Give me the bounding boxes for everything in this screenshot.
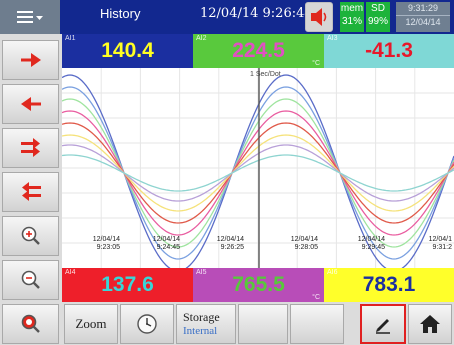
empty-button-1[interactable] [238,304,288,344]
zoom-out-icon [21,270,40,289]
scroll-right-button[interactable] [2,40,59,80]
channel-ai5-box[interactable]: AI5 765.5 °C [193,268,324,302]
zoom-reset-button[interactable] [2,304,59,344]
channel-tag: AI5 [196,269,207,276]
pen-icon [376,319,390,334]
channel-value: 224.5 [232,39,285,62]
trend-line [62,144,454,202]
channel-value: -41.3 [365,39,413,62]
fast-forward-button[interactable] [2,128,59,168]
trend-line [62,154,454,192]
empty-button-2[interactable] [290,304,344,344]
alarm-speaker-button[interactable] [305,2,333,32]
left-button-column [0,34,62,345]
time-label: 12/04/14 9:29:45 [357,236,385,251]
menu-button[interactable] [0,0,60,34]
channel-ai1-box[interactable]: AI1 140.4 [62,34,193,68]
clock-date: 12/04/14 [405,17,441,27]
trend-line [62,134,454,212]
history-datetime: 12/04/14 9:26:44 [200,6,313,21]
system-clock: 9:31:29 12/04/14 [396,2,450,32]
time-label: 12/04/14 9:24:45 [152,236,180,251]
zoom-reset-icon [21,314,40,333]
clock-icon [137,314,157,334]
speaker-icon [311,8,327,26]
channel-tag: AI2 [196,35,207,42]
time-label: 12/04/1 9:31:2 [428,236,452,251]
channel-value: 137.6 [101,273,154,296]
zoom-in-button[interactable] [2,216,59,256]
storage-label: Storage [183,310,220,324]
scroll-left-icon [20,97,41,111]
bottom-toolbar: Zoom Storage Internal [62,302,454,345]
channel-value: 765.5 [232,273,285,296]
channel-ai3-box[interactable]: AI3 -41.3 [324,34,454,68]
time-label: 12/04/14 9:28:05 [290,236,318,251]
annotate-button[interactable] [360,304,406,344]
fast-backward-icon [21,182,41,201]
sd-label: SD [371,3,385,14]
memory-label: mem [340,3,364,14]
channel-tag: AI4 [65,269,76,276]
sd-status: SD 99% [366,2,390,32]
storage-value: Internal [183,325,218,337]
time-select-button[interactable] [120,304,174,344]
channel-tag: AI3 [327,35,338,42]
channel-tag: AI6 [327,269,338,276]
home-icon [420,315,440,333]
zoom-in-icon [21,226,40,245]
channel-unit: °C [312,294,320,301]
home-button[interactable] [408,304,452,344]
sample-rate-label: 1 Sec/Dot [250,71,281,78]
channel-ai2-box[interactable]: AI2 224.5 °C [193,34,324,68]
channel-value: 140.4 [101,39,154,62]
page-title: History [100,6,141,21]
zoom-label: Zoom [75,316,107,331]
channel-value: 783.1 [362,273,416,296]
time-label: 12/04/14 9:23:05 [92,236,120,251]
channel-tag: AI1 [65,35,76,42]
memory-value: 31% [341,16,362,27]
channel-ai6-box[interactable]: AI6 783.1 [324,268,454,302]
trend-line [62,122,454,224]
scroll-right-icon [20,53,41,67]
fast-backward-button[interactable] [2,172,59,212]
time-label: 12/04/14 9:26:25 [216,236,244,251]
zoom-button[interactable]: Zoom [64,304,118,344]
storage-button[interactable]: Storage Internal [176,304,236,344]
trend-line [62,110,454,236]
fast-forward-icon [20,138,40,157]
menu-icon [17,11,43,23]
channel-unit: °C [312,60,320,67]
top-bar: History 12/04/14 9:26:44 mem 31% SD 99% … [0,0,454,34]
sd-value: 99% [367,16,388,27]
scroll-left-button[interactable] [2,84,59,124]
trend-plot[interactable]: 1 Sec/Dot 12/04/14 9:23:05 12/04/14 9:24:4… [62,68,454,268]
channel-ai4-box[interactable]: AI4 137.6 [62,268,193,302]
memory-status: mem 31% [340,2,364,32]
zoom-out-button[interactable] [2,260,59,300]
clock-time: 9:31:29 [396,2,450,16]
trend-chart [62,68,454,268]
